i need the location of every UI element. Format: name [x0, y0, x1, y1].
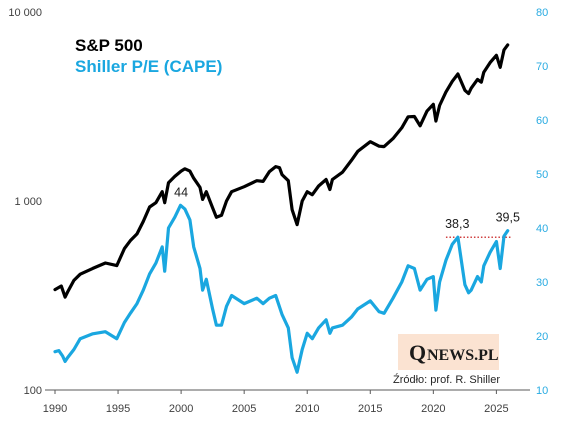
annotation-label: 44	[174, 185, 188, 199]
y-right-tick-label: 10	[536, 385, 548, 397]
x-tick-label: 1990	[43, 403, 67, 415]
annotation-label: 38,3	[445, 217, 469, 231]
logo: Q NEWS.PL	[398, 334, 499, 370]
legend-cape: Shiller P/E (CAPE)	[75, 57, 222, 76]
annotation-label: 39,5	[496, 211, 520, 225]
y-right-tick-label: 30	[536, 277, 548, 289]
sp500-line	[53, 43, 510, 299]
y-left-tick-label: 10 000	[8, 7, 42, 19]
y-right-tick-label: 80	[536, 7, 548, 19]
x-tick-label: 2010	[295, 403, 319, 415]
source-note: Źródło: prof. R. Shiller	[393, 373, 500, 386]
annotations-group: 44 38,3 39,5	[174, 185, 520, 231]
cape-line	[53, 203, 510, 374]
y-right-tick-label: 40	[536, 223, 548, 235]
x-tick-label: 2000	[169, 403, 193, 415]
x-axis-ticks: 1990 1995 2000 2005 2010 2015 2020 2025	[43, 390, 509, 415]
y-left-tick-label: 100	[24, 385, 42, 397]
y-left-ticks: 100 1 000 10 000	[8, 7, 42, 397]
x-tick-label: 1995	[106, 403, 130, 415]
y-right-tick-label: 70	[536, 61, 548, 73]
y-right-tick-label: 60	[536, 115, 548, 127]
y-right-tick-label: 20	[536, 331, 548, 343]
logo-background	[398, 334, 499, 370]
y-right-tick-label: 50	[536, 169, 548, 181]
logo-text: NEWS.PL	[427, 347, 499, 364]
x-tick-label: 2015	[358, 403, 382, 415]
y-right-ticks: 10 20 30 40 50 60 70 80	[536, 7, 548, 397]
x-tick-label: 2025	[484, 403, 508, 415]
y-left-tick-label: 1 000	[14, 196, 42, 208]
x-tick-label: 2020	[421, 403, 445, 415]
x-tick-label: 2005	[232, 403, 256, 415]
logo-q: Q	[409, 340, 426, 365]
legend-sp500: S&P 500	[75, 36, 143, 55]
series-group	[53, 43, 510, 374]
